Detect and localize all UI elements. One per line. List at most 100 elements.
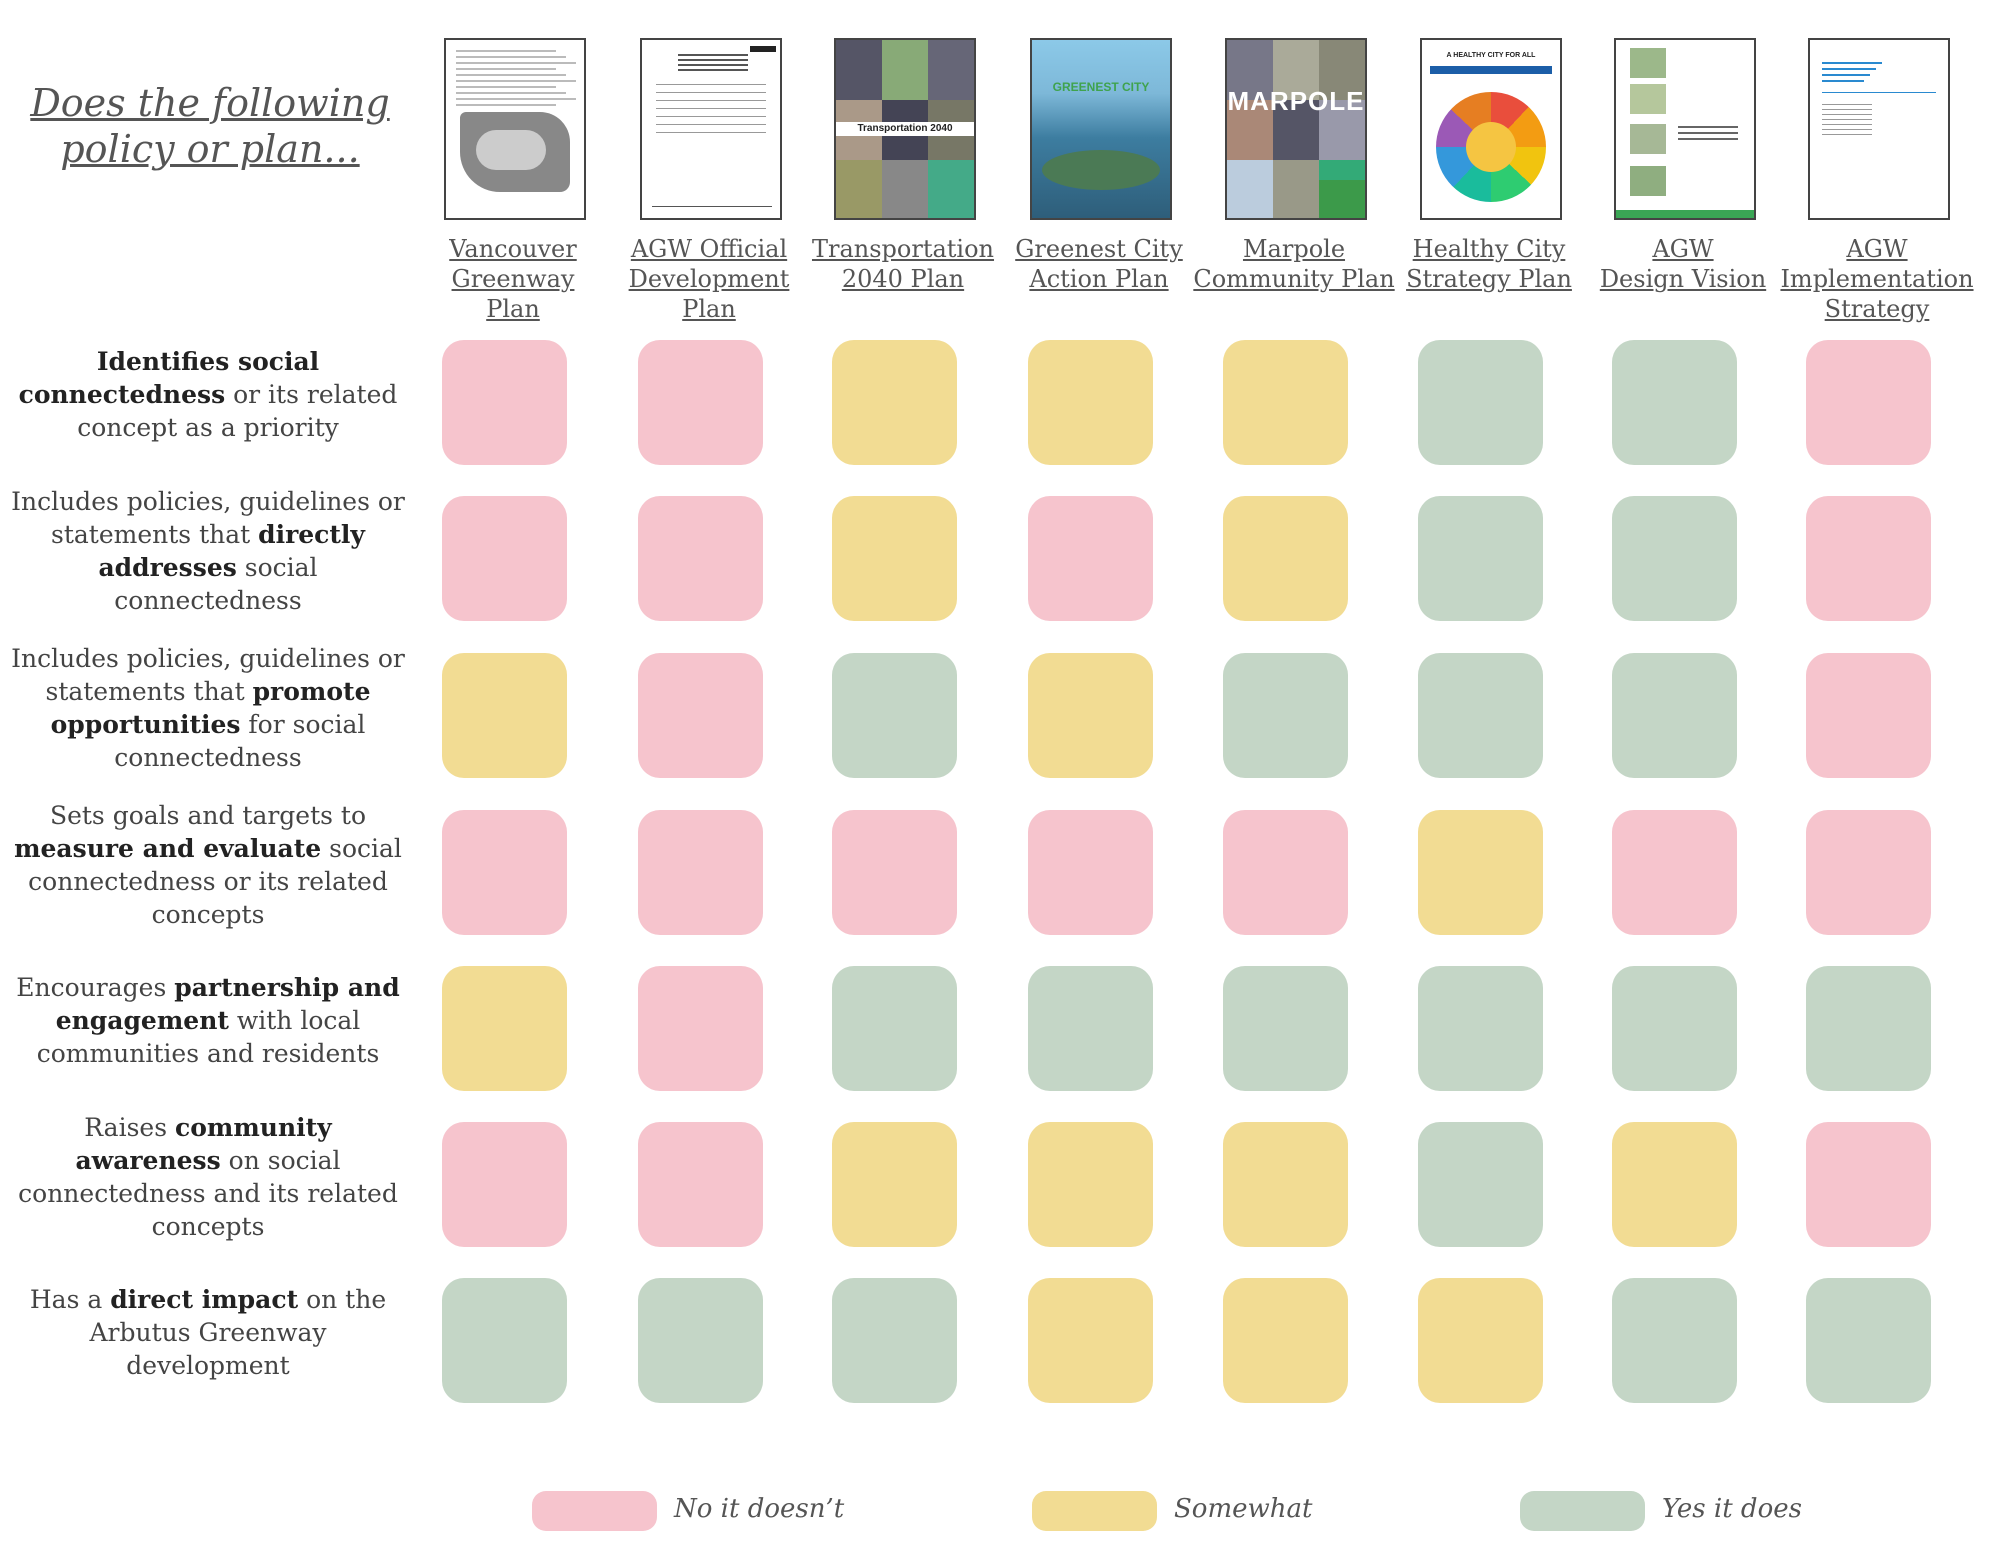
doc-healthy-icon: A HEALTHY CITY FOR ALL	[1422, 40, 1560, 218]
text-line	[1678, 138, 1738, 140]
policy-label[interactable]: Vancouver Greenway Plan	[388, 234, 638, 324]
criterion-emphasis: Identifies social connectedness	[18, 347, 320, 409]
logo-block	[1319, 180, 1365, 218]
footer-line	[652, 206, 772, 207]
rating-cell-yes	[1223, 653, 1348, 778]
photo-tile	[1630, 48, 1666, 78]
rating-cell-no	[638, 1122, 763, 1247]
doc-marpole-icon: MARPOLE	[1227, 40, 1365, 218]
criterion-emphasis: community awareness	[75, 1112, 332, 1175]
rating-cell-no	[442, 1122, 567, 1247]
rating-cell-yes	[1418, 653, 1543, 778]
photo-tile	[1630, 124, 1666, 154]
legend-swatch-somewhat	[1032, 1491, 1157, 1531]
cover-title: A HEALTHY CITY FOR ALL	[1446, 52, 1536, 59]
text-line	[656, 92, 766, 93]
criterion-label: Encourages partnership and engagement wi…	[8, 971, 408, 1070]
policy-label[interactable]: AGW Design Vision	[1558, 234, 1808, 294]
footer-bar	[1616, 210, 1754, 218]
rule	[1822, 92, 1936, 93]
criterion-text: Sets goals and targets to	[49, 800, 367, 830]
rating-cell-no	[442, 810, 567, 935]
text-line	[656, 116, 766, 117]
policy-label[interactable]: AGW Implementation Strategy	[1752, 234, 2000, 324]
photo-tile	[836, 160, 882, 218]
document-thumbnail: GREENEST CITY	[1030, 38, 1172, 220]
doc-map-icon	[446, 40, 584, 218]
text-line	[1822, 134, 1872, 135]
text-line	[456, 92, 566, 94]
legend-label: Somewhat	[1174, 1494, 1313, 1524]
rating-cell-somewhat	[832, 496, 957, 621]
photo-tile	[1227, 160, 1273, 218]
text-line	[1678, 126, 1738, 128]
rating-cell-no	[1028, 496, 1153, 621]
title-line	[1822, 74, 1870, 76]
wheel-center	[1466, 122, 1516, 172]
rating-cell-yes	[1612, 496, 1737, 621]
text-line	[456, 80, 576, 82]
heading: Does the following policy or plan...	[30, 81, 390, 171]
policy-label-line: Strategy Plan	[1406, 265, 1572, 293]
legend-swatch-no	[532, 1491, 657, 1531]
policy-label[interactable]: Marpole Community Plan	[1169, 234, 1419, 294]
banner	[1430, 66, 1552, 74]
rating-cell-yes	[1612, 966, 1737, 1091]
criterion-emphasis: measure and evaluate	[14, 833, 322, 863]
doc-text-icon	[642, 40, 780, 218]
rating-cell-somewhat	[1418, 1278, 1543, 1403]
policy-label-line: Plan	[682, 295, 736, 323]
rating-cell-no	[442, 496, 567, 621]
policy-label[interactable]: Transportation 2040 Plan	[778, 234, 1028, 294]
photo-tile	[1319, 100, 1365, 160]
text-line	[656, 124, 766, 125]
document-thumbnail	[1808, 38, 1950, 220]
rating-cell-yes	[832, 966, 957, 1091]
policy-label[interactable]: AGW Official Development Plan	[584, 234, 834, 324]
rating-cell-no	[638, 810, 763, 935]
criterion-label: Includes policies, guidelines or stateme…	[8, 642, 408, 774]
rating-cell-yes	[638, 1278, 763, 1403]
rating-cell-somewhat	[1028, 340, 1153, 465]
text-line	[678, 59, 748, 61]
text-line	[456, 68, 556, 70]
rating-cell-no	[1806, 496, 1931, 621]
criterion-text: Encourages	[16, 973, 175, 1002]
policy-label-line: Community Plan	[1193, 265, 1395, 293]
criterion-emphasis: promote opportunities	[50, 676, 371, 739]
rating-cell-somewhat	[1418, 810, 1543, 935]
policy-label-line: AGW	[1846, 235, 1908, 263]
rating-cell-no	[1806, 653, 1931, 778]
rating-cell-somewhat	[1223, 496, 1348, 621]
criterion-emphasis: direct impact	[110, 1285, 299, 1314]
criterion-label: Raises community awareness on social con…	[8, 1111, 408, 1243]
policy-label-line: Action Plan	[1029, 265, 1169, 293]
document-thumbnail	[1614, 38, 1756, 220]
text-line	[656, 84, 766, 85]
text-line	[678, 54, 748, 56]
photo-tile	[1273, 160, 1319, 218]
criterion-text: on the Arbutus Greenway development	[89, 1285, 387, 1380]
text-line	[656, 100, 766, 101]
rating-cell-no	[1806, 340, 1931, 465]
rating-cell-no	[638, 653, 763, 778]
policy-label-line: Development	[628, 265, 790, 293]
doc-design-icon	[1616, 40, 1754, 218]
policy-label-line: Healthy City	[1412, 235, 1566, 263]
document-thumbnail: A HEALTHY CITY FOR ALL	[1420, 38, 1562, 220]
rating-cell-somewhat	[442, 653, 567, 778]
criterion-text: with local communities and residents	[36, 1006, 380, 1068]
rating-cell-yes	[1612, 340, 1737, 465]
rating-cell-no	[1806, 810, 1931, 935]
policy-label[interactable]: Healthy City Strategy Plan	[1364, 234, 1614, 294]
doc-photos-icon: Transportation 2040	[836, 40, 974, 218]
rating-cell-no	[832, 810, 957, 935]
rating-cell-yes	[1028, 966, 1153, 1091]
document-thumbnail	[640, 38, 782, 220]
policy-label[interactable]: Greenest City Action Plan	[974, 234, 1224, 294]
rating-cell-somewhat	[832, 1122, 957, 1247]
criterion-emphasis: partnership and engagement	[55, 973, 400, 1035]
text-line	[656, 132, 766, 133]
legend-label: Yes it does	[1662, 1494, 1802, 1524]
doc-impl-icon	[1810, 40, 1948, 218]
